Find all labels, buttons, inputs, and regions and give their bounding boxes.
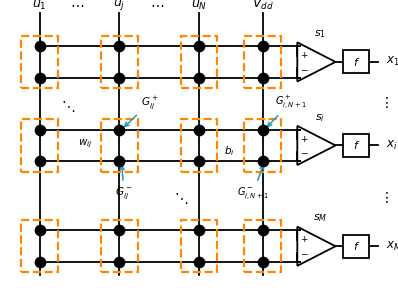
Text: +: +: [300, 134, 308, 144]
Bar: [21, 119, 58, 172]
Point: [196, 127, 202, 132]
Text: $-$: $-$: [300, 248, 309, 257]
Text: $\ddots$: $\ddots$: [174, 191, 188, 206]
Text: $\cdots$: $\cdots$: [70, 0, 85, 12]
Bar: [343, 134, 369, 157]
Point: [116, 260, 123, 264]
Point: [116, 75, 123, 80]
Point: [259, 75, 266, 80]
Bar: [21, 220, 58, 272]
Text: $u_N$: $u_N$: [191, 0, 207, 12]
Text: $x_1$: $x_1$: [386, 55, 398, 69]
Text: $f$: $f$: [353, 240, 360, 252]
Text: $s_M$: $s_M$: [313, 213, 328, 224]
Point: [37, 159, 43, 164]
Bar: [343, 235, 369, 258]
Bar: [181, 119, 217, 172]
Bar: [244, 220, 281, 272]
Point: [259, 159, 266, 164]
Text: $G^+_{i,N+1}$: $G^+_{i,N+1}$: [268, 94, 307, 126]
Point: [196, 228, 202, 233]
Text: $G^+_{ij}$: $G^+_{ij}$: [125, 94, 159, 126]
Text: $G^-_{i,N+1}$: $G^-_{i,N+1}$: [237, 166, 269, 202]
Text: $\ddots$: $\ddots$: [60, 99, 75, 114]
Point: [37, 228, 43, 233]
Bar: [101, 36, 138, 88]
Bar: [181, 220, 217, 272]
Text: $u_1$: $u_1$: [33, 0, 47, 12]
Point: [37, 75, 43, 80]
Text: +: +: [300, 235, 308, 245]
Text: $\vdots$: $\vdots$: [379, 190, 389, 205]
Point: [196, 159, 202, 164]
Text: $\vdots$: $\vdots$: [379, 95, 389, 110]
Text: $x_i$: $x_i$: [386, 139, 398, 152]
Bar: [244, 36, 281, 88]
Text: +: +: [300, 51, 308, 60]
Point: [116, 44, 123, 48]
Point: [196, 44, 202, 48]
Text: $x_M$: $x_M$: [386, 240, 398, 253]
Point: [116, 127, 123, 132]
Text: $f$: $f$: [353, 139, 360, 151]
Point: [259, 228, 266, 233]
Point: [259, 44, 266, 48]
Bar: [343, 50, 369, 73]
Text: $s_i$: $s_i$: [316, 112, 325, 124]
Text: $V_{dd}$: $V_{dd}$: [252, 0, 273, 12]
Text: $-$: $-$: [300, 147, 309, 156]
Text: $s_1$: $s_1$: [314, 28, 326, 40]
Text: $w_{ij}$: $w_{ij}$: [78, 138, 93, 150]
Point: [116, 228, 123, 233]
Point: [259, 127, 266, 132]
Bar: [101, 119, 138, 172]
Bar: [21, 36, 58, 88]
Point: [37, 44, 43, 48]
Text: $-$: $-$: [300, 64, 309, 73]
Point: [116, 159, 123, 164]
Text: $u_j$: $u_j$: [113, 0, 126, 12]
Text: $\cdots$: $\cdots$: [150, 0, 164, 12]
Point: [259, 260, 266, 264]
Text: $G^-_{ij}$: $G^-_{ij}$: [115, 166, 133, 201]
Text: $b_i$: $b_i$: [224, 145, 234, 158]
Bar: [101, 220, 138, 272]
Bar: [181, 36, 217, 88]
Text: $f$: $f$: [353, 56, 360, 68]
Point: [37, 260, 43, 264]
Bar: [244, 119, 281, 172]
Point: [37, 127, 43, 132]
Point: [196, 75, 202, 80]
Point: [196, 260, 202, 264]
